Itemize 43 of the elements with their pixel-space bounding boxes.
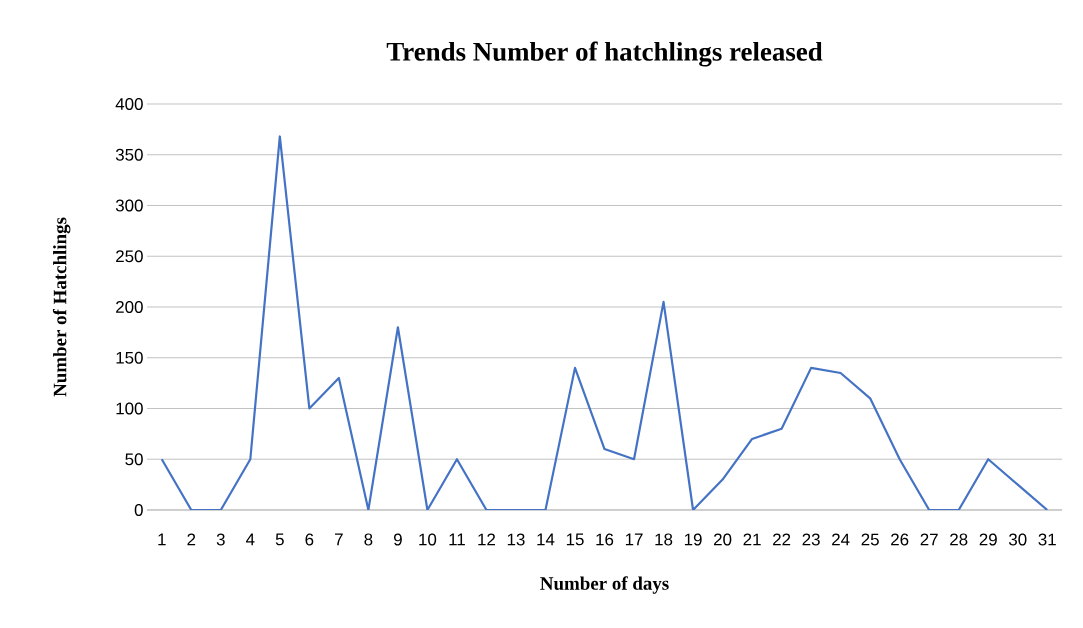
x-tick-label: 13 xyxy=(507,533,525,546)
y-tick-label: 0 xyxy=(134,503,143,516)
x-tick-label: 29 xyxy=(979,533,997,546)
y-tick-label: 100 xyxy=(116,402,143,415)
x-tick-label: 27 xyxy=(920,533,938,546)
x-tick-label: 4 xyxy=(246,533,255,546)
x-tick-label: 28 xyxy=(950,533,968,546)
x-tick-label: 9 xyxy=(393,533,402,546)
y-tick-label: 400 xyxy=(115,97,143,110)
x-tick-label: 10 xyxy=(419,533,437,546)
y-tick-label: 50 xyxy=(125,453,143,466)
x-tick-label: 31 xyxy=(1038,533,1056,546)
x-tick-label: 3 xyxy=(216,533,225,546)
y-tick-label: 150 xyxy=(116,351,143,364)
x-tick-label: 8 xyxy=(364,533,373,546)
x-tick-label: 5 xyxy=(275,533,284,546)
y-tick-label: 350 xyxy=(115,148,143,161)
x-axis-title: Number of days xyxy=(540,576,669,594)
x-tick-label: 20 xyxy=(714,533,732,546)
y-axis-title: Number of Hatchlings xyxy=(52,217,71,397)
x-tick-label: 12 xyxy=(478,533,496,546)
x-tick-label: 17 xyxy=(625,533,643,546)
x-tick-label: 22 xyxy=(773,533,791,546)
x-tick-label: 6 xyxy=(305,533,314,546)
x-tick-label: 7 xyxy=(335,533,343,546)
x-tick-label: 2 xyxy=(187,533,196,546)
x-tick-label: 18 xyxy=(655,533,673,546)
x-tick-label: 21 xyxy=(743,533,761,546)
x-tick-label: 23 xyxy=(802,533,820,546)
y-tick-label: 200 xyxy=(116,300,143,313)
chart-title: Trends Number of hatchlings released xyxy=(386,41,823,67)
y-tick-label: 300 xyxy=(115,199,143,212)
x-tick-label: 30 xyxy=(1008,533,1027,546)
x-tick-label: 11 xyxy=(449,533,465,546)
x-tick-label: 15 xyxy=(566,533,584,546)
x-tick-label: 14 xyxy=(537,533,555,546)
y-tick-label: 250 xyxy=(116,250,143,263)
x-tick-label: 26 xyxy=(891,533,909,546)
x-tick-label: 24 xyxy=(832,533,850,546)
x-tick-label: 1 xyxy=(158,533,166,546)
x-tick-label: 19 xyxy=(684,533,702,546)
x-tick-label: 16 xyxy=(596,533,614,546)
x-tick-label: 25 xyxy=(861,533,879,546)
